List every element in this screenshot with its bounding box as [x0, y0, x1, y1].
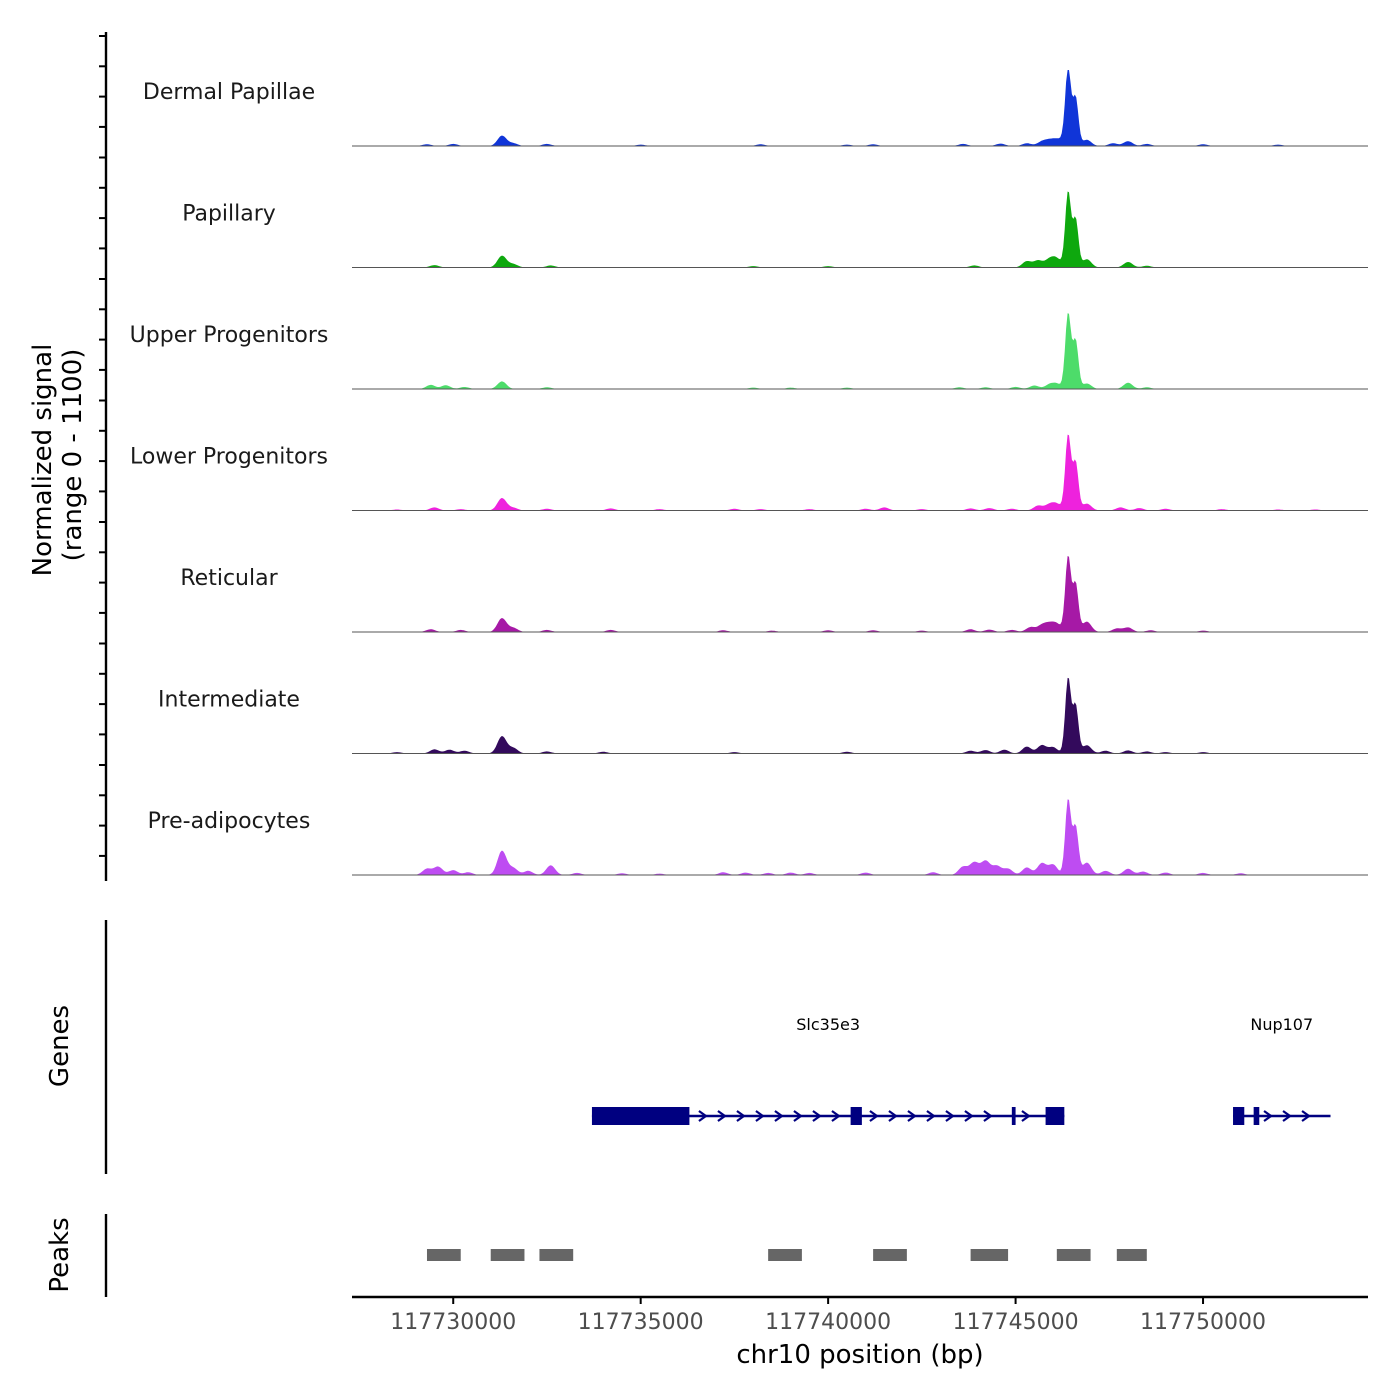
peak-region: [539, 1249, 574, 1261]
track-papillary: Papillary: [182, 191, 1368, 268]
coverage-area: [352, 556, 1368, 632]
gene-exon: [1045, 1107, 1065, 1125]
coverage-area: [352, 313, 1368, 389]
gene-nup107: Nup107: [1233, 1015, 1331, 1125]
track-lower-progenitors: Lower Progenitors: [130, 434, 1368, 511]
track-label: Upper Progenitors: [130, 323, 329, 348]
peak-panel: [104, 1214, 1147, 1297]
x-axis: 117730000 117735000 117740000 117745000 1177…: [352, 1295, 1368, 1335]
strand-arrow: [736, 1110, 746, 1122]
gene-label: Slc35e3: [796, 1015, 860, 1034]
x-tick-label: 117740000: [765, 1310, 891, 1335]
x-tick-label: 117735000: [578, 1310, 704, 1335]
gene-exon: [1233, 1107, 1245, 1125]
coverage-area: [352, 799, 1368, 875]
gene-panel: Slc35e3 Nup107: [104, 920, 1331, 1174]
strand-arrow: [926, 1110, 936, 1122]
x-tick-label: 117730000: [390, 1310, 516, 1335]
gene-slc35e3: Slc35e3: [591, 1015, 1065, 1125]
strand-arrow: [717, 1110, 727, 1122]
track-label: Pre-adipocytes: [148, 809, 311, 834]
coverage-area: [352, 677, 1368, 754]
y-axis-title: Normalized signal: [28, 344, 58, 577]
strand-arrow: [1263, 1110, 1273, 1122]
strand-arrow: [964, 1110, 974, 1122]
strand-arrow: [1301, 1110, 1311, 1122]
x-tick-label: 117745000: [953, 1310, 1079, 1335]
strand-arrow: [831, 1110, 841, 1122]
peak-region: [490, 1249, 525, 1261]
track-label: Dermal Papillae: [143, 80, 315, 105]
peak-region: [768, 1249, 802, 1261]
coverage-area: [352, 434, 1368, 511]
signal-y-axis: [99, 32, 108, 881]
peak-region: [873, 1249, 907, 1261]
gene-exon: [1253, 1107, 1260, 1125]
peak-region: [426, 1249, 461, 1261]
strand-arrow: [1282, 1110, 1292, 1122]
peak-region: [970, 1249, 1009, 1261]
peak-region: [1056, 1249, 1091, 1261]
strand-arrow: [755, 1110, 765, 1122]
strand-arrow: [698, 1110, 708, 1122]
track-pre-adipocytes: Pre-adipocytes: [148, 799, 1368, 876]
track-intermediate: Intermediate: [158, 677, 1368, 754]
strand-arrow: [869, 1110, 879, 1122]
track-reticular: Reticular: [180, 556, 1368, 633]
coverage-area: [352, 191, 1368, 268]
strand-arrow: [1021, 1110, 1031, 1122]
track-label: Lower Progenitors: [130, 445, 328, 470]
coverage-tracks: Dermal Papillae Papillary Upper Progenitor…: [130, 70, 1368, 876]
gene-exon: [1011, 1107, 1016, 1125]
gene-exon: [591, 1107, 690, 1125]
track-upper-progenitors: Upper Progenitors: [130, 313, 1368, 390]
y-axis-range: (range 0 - 1100): [58, 349, 88, 562]
peak-region: [1116, 1249, 1147, 1261]
strand-arrow: [888, 1110, 898, 1122]
strand-arrow: [774, 1110, 784, 1122]
gene-exon: [850, 1107, 862, 1125]
x-axis-title: chr10 position (bp): [736, 1340, 983, 1370]
strand-arrow: [907, 1110, 917, 1122]
strand-arrow: [793, 1110, 803, 1122]
peaks-axis-title: Peaks: [45, 1217, 75, 1292]
track-dermal-papillae: Dermal Papillae: [143, 70, 1368, 147]
x-tick-label: 117750000: [1140, 1310, 1266, 1335]
track-label: Papillary: [182, 202, 276, 227]
strand-arrow: [983, 1110, 993, 1122]
strand-arrow: [945, 1110, 955, 1122]
strand-arrow: [812, 1110, 822, 1122]
track-label: Reticular: [180, 566, 278, 591]
gene-label: Nup107: [1250, 1015, 1313, 1034]
genes-axis-title: Genes: [45, 1005, 75, 1087]
track-label: Intermediate: [158, 688, 300, 713]
coverage-area: [352, 70, 1368, 146]
